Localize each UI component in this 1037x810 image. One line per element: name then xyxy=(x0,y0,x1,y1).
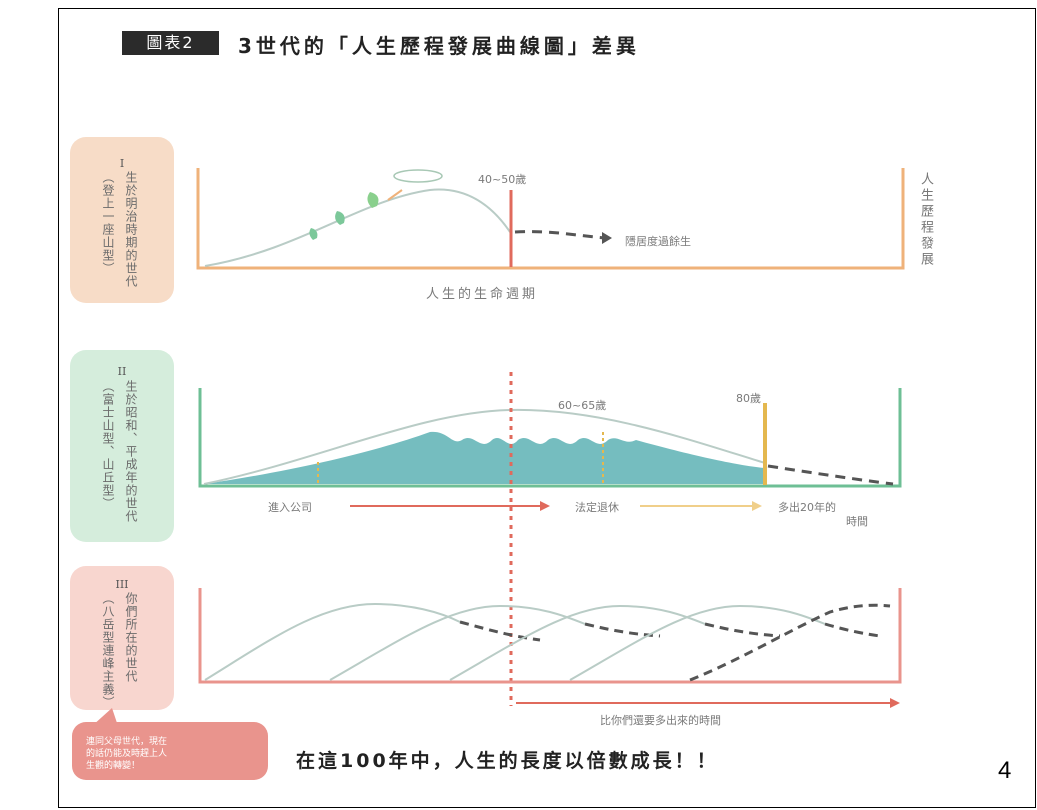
panel2-age80-label: 80歲 xyxy=(736,392,761,405)
panel2-extension-dashed xyxy=(767,464,894,486)
panel2-frame xyxy=(198,388,902,488)
callout-tail xyxy=(92,708,118,726)
panel1-sub-label: （登上一座山型） xyxy=(101,171,115,275)
callout-line-2: 的話仍能及時趕上人 xyxy=(86,749,168,759)
panel2-peak-label: 60~65歲 xyxy=(558,399,607,412)
panel3-curve-2 xyxy=(329,604,586,681)
panel2-label-box: II 生於昭和、平成年的世代 （富士山型、山丘型） xyxy=(70,350,174,542)
callout-line-3: 生觀的轉變！ xyxy=(86,761,141,771)
panel2-roman: II xyxy=(117,365,127,378)
panel1-axis-label: 人生的生命週期 xyxy=(426,287,539,302)
panel3-dash-3 xyxy=(704,622,781,638)
panel2-extra-label-line1: 多出20年的 xyxy=(778,501,836,514)
panel3-curve-3 xyxy=(449,604,706,681)
panel1-label-box: I 生於明治時期的世代 （登上一座山型） xyxy=(70,137,174,303)
panel3-sub-label: （八岳型連峰主義） xyxy=(101,592,115,709)
panel2-teal-fill xyxy=(204,431,765,484)
panel2-main-label: 生於昭和、平成年的世代 xyxy=(124,380,138,523)
panel2-hire-label: 進入公司 xyxy=(268,501,312,514)
slide-frame xyxy=(58,8,1036,808)
panel1-decline-dashed xyxy=(514,230,606,240)
callout-line-1: 連同父母世代，現在 xyxy=(86,737,168,747)
panel3-curve-4 xyxy=(569,604,826,681)
panel3-extra-time-arrowhead xyxy=(890,698,900,708)
panel3-dash-4 xyxy=(824,622,881,638)
panel3-curve-1 xyxy=(204,602,461,681)
callout-text: 連同父母世代，現在 的話仍能及時趕上人 生觀的轉變！ xyxy=(86,736,261,772)
panel3-frame xyxy=(198,588,902,684)
panel1-decline-label: 隱居度過餘生 xyxy=(625,235,691,248)
callout-bubble xyxy=(72,722,268,780)
figure-badge: 圖表2 xyxy=(122,31,219,55)
panel1-cloud-outline xyxy=(393,169,443,183)
panel1-roman: I xyxy=(119,157,125,170)
bottom-slogan: 在這100年中，人生的長度以倍數成長！！ xyxy=(296,750,719,772)
panel1-growth-arrow xyxy=(387,189,403,201)
panel1-main-label: 生於明治時期的世代 xyxy=(124,171,138,288)
figure-title: 3世代的「人生歷程發展曲線圖」差異 xyxy=(238,34,640,58)
panel3-dash-2 xyxy=(584,622,661,638)
panel2-extra-label-line2: 時間 xyxy=(846,515,868,528)
panel1-age-label: 40~50歲 xyxy=(478,173,527,186)
panel2-retire-label: 法定退休 xyxy=(575,501,619,514)
panel1-decline-arrowhead xyxy=(602,232,612,244)
panel3-rising-dashed xyxy=(689,603,891,682)
panel1-right-axis-label: 人生歷程發展 xyxy=(918,172,933,268)
panel1-sprout-small xyxy=(309,228,318,240)
panel3-extra-time-label: 比你們還要多出來的時間 xyxy=(600,714,721,727)
panel3-dash-1 xyxy=(459,620,541,642)
page-number: 4 xyxy=(998,757,1012,784)
panel1-frame xyxy=(196,168,905,270)
panel3-roman: III xyxy=(115,578,129,591)
panel2-arrow-retire-head xyxy=(752,501,762,511)
panel1-life-curve xyxy=(204,188,511,267)
panel3-main-label: 你們所在的世代 xyxy=(124,592,138,683)
panel1-sprout-large xyxy=(367,192,379,208)
panel2-sub-label: （富士山型、山丘型） xyxy=(101,380,115,510)
panel3-label-box: III 你們所在的世代 （八岳型連峰主義） xyxy=(70,566,174,710)
panel1-sprout-medium xyxy=(335,211,345,225)
panel2-arrow-career-head xyxy=(540,501,550,511)
